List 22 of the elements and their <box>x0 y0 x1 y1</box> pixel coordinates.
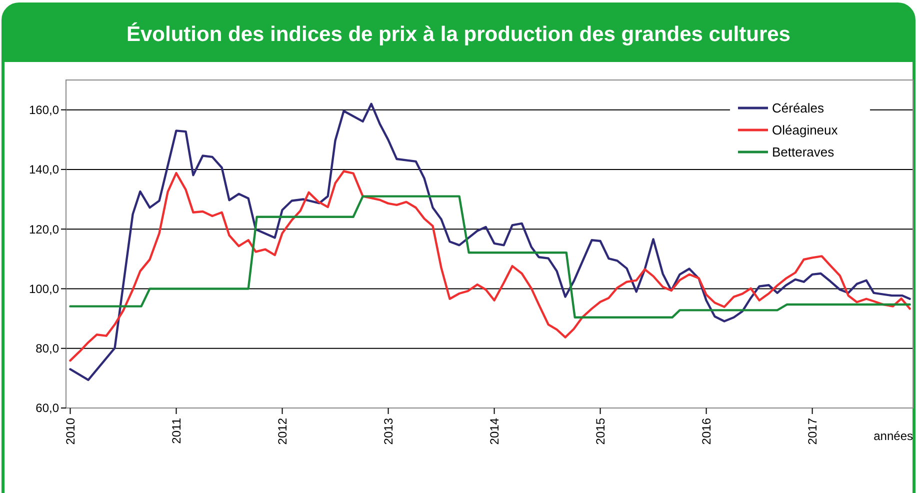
y-tick-label: 120,0 <box>28 222 60 236</box>
x-axis-title: années <box>874 429 913 443</box>
x-tick-label: 2014 <box>487 418 502 445</box>
line-series <box>69 170 911 362</box>
chart-title: Évolution des indices de prix à la production des grandes cultures <box>126 22 790 46</box>
x-tick-label: 2016 <box>699 418 714 445</box>
x-tick-label: 2017 <box>805 418 820 445</box>
x-tick-label: 2011 <box>169 418 184 444</box>
legend-label: Oléagineux <box>772 122 838 138</box>
line-series <box>69 195 911 318</box>
y-tick-label: 80,0 <box>36 342 60 356</box>
legend-label: Betteraves <box>772 144 835 160</box>
x-tick-label: 2012 <box>275 418 290 445</box>
x-tick-label: 2013 <box>381 418 396 445</box>
y-tick-label: 100,0 <box>28 282 60 296</box>
legend-label: Céréales <box>772 100 825 116</box>
x-tick-label: 2015 <box>593 418 608 445</box>
line-series <box>69 102 911 382</box>
y-tick-label: 140,0 <box>28 162 60 177</box>
y-tick-label: 160,0 <box>28 103 60 118</box>
y-tick-label: 60,0 <box>36 401 60 416</box>
x-tick-label: 2010 <box>63 418 78 445</box>
